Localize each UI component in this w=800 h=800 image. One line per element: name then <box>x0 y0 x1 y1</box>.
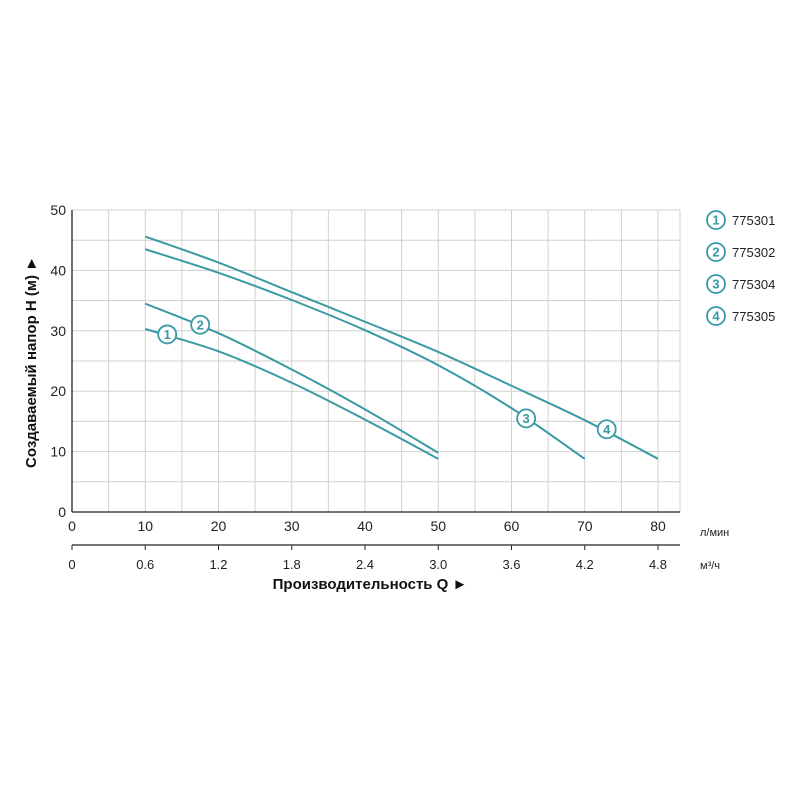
curve-badges: 1 2 3 4 <box>157 314 617 440</box>
curve-badge-2 <box>190 314 211 335</box>
x-tick-label: 0 <box>68 518 76 534</box>
grid <box>72 209 681 512</box>
x2-unit-label: м³/ч <box>700 560 720 572</box>
legend-badge-2 <box>706 242 726 262</box>
x-tick-label: 30 <box>284 518 300 534</box>
x-tick-label: 80 <box>650 518 666 534</box>
legend-entry-775301: 775301 <box>732 213 775 228</box>
legend-entry-775305: 775305 <box>732 309 775 324</box>
curve-badge-1 <box>157 324 178 345</box>
x2-tick-label: 0.6 <box>136 557 154 572</box>
legend-badge-label: 3 <box>712 277 719 292</box>
x2-tick-label: 1.2 <box>209 557 227 572</box>
curve-badge-label: 3 <box>523 411 530 426</box>
x-tick-label: 40 <box>357 518 373 534</box>
x2-axis-ticks: 0 0.6 1.2 1.8 2.4 3.0 3.6 4.2 4.8 <box>68 545 667 572</box>
y-tick-label: 50 <box>50 202 66 218</box>
y-tick-label: 30 <box>50 323 66 339</box>
x2-tick-label: 2.4 <box>356 557 374 572</box>
x2-tick-label: 4.8 <box>649 557 667 572</box>
y-tick-label: 10 <box>50 444 66 460</box>
axes <box>71 210 680 546</box>
legend-badge-1 <box>706 210 726 230</box>
curve-badge-4 <box>596 419 617 440</box>
y-tick-label: 20 <box>50 383 66 399</box>
x-tick-label: 20 <box>211 518 227 534</box>
x2-tick-label: 1.8 <box>283 557 301 572</box>
legend-entry-775304: 775304 <box>732 277 775 292</box>
y-axis-ticks: 0 10 20 30 40 50 <box>50 202 66 520</box>
x-axis-title: Производительность Q ► <box>273 576 468 593</box>
legend-badge-4 <box>706 306 726 326</box>
legend-badge-label: 2 <box>712 245 719 260</box>
legend: 1 775301 2 775302 3 775304 4 775305 <box>706 210 775 326</box>
y-axis-title: Создаваемый напор H (м) ► <box>23 256 40 468</box>
x-tick-label: 60 <box>504 518 520 534</box>
curve-badge-label: 4 <box>603 422 611 437</box>
x-axis-ticks: 0 10 20 30 40 50 60 70 80 <box>68 518 666 534</box>
x-tick-label: 50 <box>430 518 446 534</box>
curve-badge-3 <box>516 408 537 429</box>
x-tick-label: 10 <box>137 518 153 534</box>
curve-775301 <box>144 328 439 460</box>
x-tick-label: 70 <box>577 518 593 534</box>
curve-badge-label: 2 <box>197 317 204 332</box>
curve-badge-label: 1 <box>164 327 171 342</box>
x2-tick-label: 3.0 <box>429 557 447 572</box>
legend-badge-3 <box>706 274 726 294</box>
y-tick-label: 0 <box>58 504 66 520</box>
legend-entry-775302: 775302 <box>732 245 775 260</box>
legend-badge-label: 4 <box>712 309 720 324</box>
x2-tick-label: 0 <box>68 557 75 572</box>
x2-tick-label: 4.2 <box>576 557 594 572</box>
curve-775305 <box>144 235 659 460</box>
y-tick-label: 40 <box>50 262 66 278</box>
x2-tick-label: 3.6 <box>502 557 520 572</box>
legend-badge-label: 1 <box>712 213 719 228</box>
x-unit-label: л/мин <box>700 527 729 539</box>
curve-775304 <box>144 248 586 460</box>
